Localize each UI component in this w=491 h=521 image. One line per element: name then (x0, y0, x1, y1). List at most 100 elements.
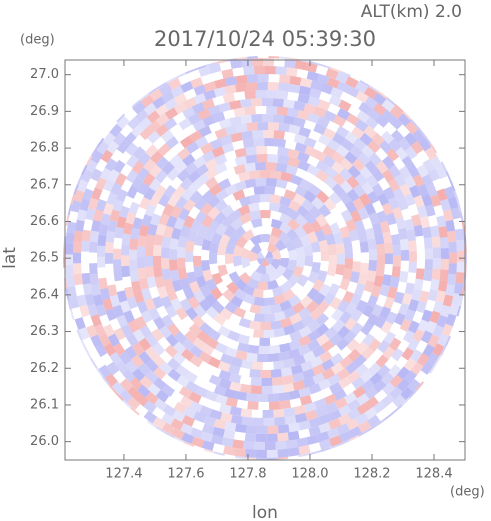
radar-cell (398, 227, 408, 240)
radar-cell (213, 86, 227, 98)
radar-cell (245, 425, 258, 434)
radar-cell (107, 333, 120, 347)
radar-cell (218, 178, 232, 191)
radar-cell (81, 229, 92, 242)
radar-cell (383, 186, 396, 200)
radar-cell (210, 434, 224, 445)
radar-cell (256, 393, 268, 403)
radar-cell (408, 251, 417, 263)
radar-cell (407, 338, 420, 352)
radar-cell (235, 56, 248, 60)
radar-cell (287, 218, 301, 231)
radar-cell (400, 386, 414, 400)
radar-cell (397, 197, 409, 211)
radar-cell (166, 167, 180, 182)
radar-cell (442, 294, 454, 307)
radar-cell (324, 166, 338, 179)
radar-cell (250, 270, 262, 282)
radar-cell (355, 341, 369, 355)
radar-cell (98, 223, 109, 236)
radar-cell (232, 439, 244, 449)
radar-cell (307, 96, 321, 107)
radar-cell (238, 196, 252, 207)
radar-cell (272, 376, 284, 386)
x-axis-label: lon (252, 503, 278, 521)
radar-cell (316, 323, 330, 337)
radar-cell (163, 117, 178, 131)
radar-cell (346, 418, 360, 431)
radar-cell (283, 99, 295, 109)
radar-cell (188, 391, 202, 404)
radar-cell (287, 447, 300, 457)
radar-cell (303, 136, 317, 149)
radar-cell (357, 230, 368, 243)
radar-cell (352, 197, 365, 211)
radar-cell (145, 245, 154, 256)
radar-cell (448, 252, 457, 264)
radar-cell (161, 422, 176, 435)
radar-cell (293, 117, 306, 128)
radar-cell (205, 336, 219, 350)
radar-cell (257, 281, 269, 290)
radar-cell (64, 309, 75, 322)
radar-cell (345, 302, 358, 316)
radar-cell (132, 328, 146, 343)
radar-cell (363, 280, 375, 293)
radar-cell (195, 136, 209, 149)
radar-cell (198, 125, 212, 138)
radar-cell (389, 106, 404, 120)
radar-cell (352, 158, 366, 172)
radar-cell (250, 385, 262, 394)
radar-cell (249, 210, 261, 221)
radar-cell (220, 353, 233, 365)
radar-cell (391, 233, 401, 246)
radar-cell (243, 66, 255, 76)
radar-cell (364, 160, 378, 174)
radar-cell (136, 300, 149, 314)
radar-cell (159, 325, 172, 339)
radar-cell (293, 354, 306, 366)
radar-cell (365, 116, 379, 130)
radar-cell (344, 200, 358, 214)
radar-cell (411, 288, 422, 302)
radar-cell (398, 165, 412, 180)
radar-cell (273, 130, 285, 140)
radar-cell (330, 352, 344, 366)
radar-cell (263, 417, 275, 427)
radar-cell (266, 106, 278, 115)
radar-cell (267, 279, 279, 290)
radar-cell (318, 422, 332, 434)
radar-cell (268, 270, 280, 282)
radar-cell (97, 245, 106, 257)
radar-cell (218, 369, 232, 381)
radar-cell (350, 209, 362, 223)
radar-cell (121, 265, 131, 278)
radar-cell (181, 415, 195, 427)
radar-cell (102, 132, 116, 146)
radar-cell (116, 188, 128, 202)
radar-cell (167, 368, 181, 382)
radar-cell (316, 300, 330, 314)
radar-cell (249, 369, 261, 378)
radar-cell (401, 347, 415, 361)
radar-cell (109, 352, 123, 366)
radar-cell (147, 119, 161, 133)
radar-cell (201, 260, 211, 272)
radar-cell (464, 264, 467, 276)
radar-cell (203, 415, 216, 427)
radar-cell (127, 116, 141, 130)
radar-cell (342, 290, 355, 304)
radar-cell (352, 385, 367, 399)
radar-cell (453, 282, 464, 295)
radar-cell (193, 411, 207, 423)
radar-cell (385, 311, 398, 325)
radar-cell (416, 164, 429, 178)
radar-cell (201, 343, 215, 356)
radar-cell (279, 342, 292, 353)
radar-cell (195, 163, 209, 177)
radar-cell (255, 161, 266, 171)
radar-cell (256, 81, 268, 91)
radar-cell (376, 243, 385, 255)
radar-cell (189, 355, 203, 368)
radar-cell (277, 456, 289, 460)
